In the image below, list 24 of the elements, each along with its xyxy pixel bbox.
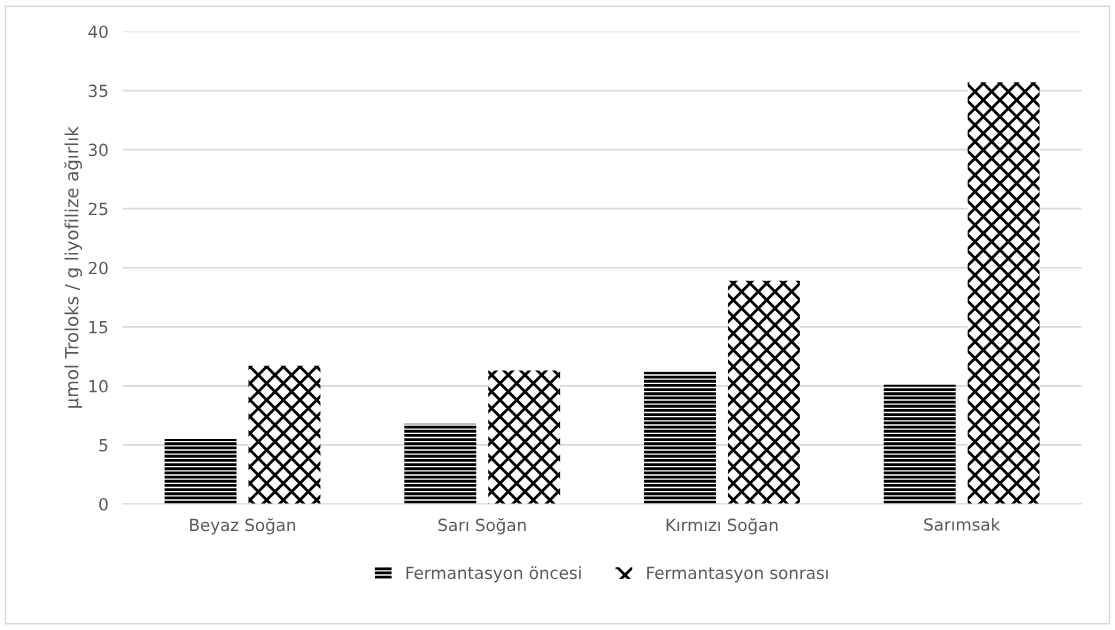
y-axis-title: µmol Troloks / g liyofilize ağırlık: [64, 126, 82, 408]
x-tick-label: Kırmızı Soğan: [666, 517, 778, 535]
bar: [727, 280, 800, 504]
x-tick-label: Sarı Soğan: [438, 517, 526, 535]
x-tick-label: Beyaz Soğan: [190, 517, 296, 535]
legend-label: Fermantasyon sonrası: [647, 566, 828, 583]
bar: [644, 371, 716, 504]
bar: [248, 365, 321, 504]
y-tick-label: 30: [88, 143, 108, 157]
y-tick-label: 35: [88, 84, 108, 98]
bar: [488, 370, 561, 504]
y-tick-label: 20: [88, 261, 108, 275]
legend-label: Fermantasyon öncesi: [406, 566, 581, 583]
y-tick-label: 25: [88, 202, 108, 216]
y-tick-label: 10: [89, 379, 108, 393]
y-tick-label: 5: [99, 439, 108, 452]
bar: [967, 82, 1040, 504]
x-tick-label: Sarımsak: [924, 517, 1001, 531]
bar: [164, 439, 237, 504]
bar: [404, 423, 477, 504]
bar: [883, 384, 956, 504]
y-tick-label: 15: [89, 320, 108, 334]
y-tick-label: 40: [88, 25, 108, 39]
y-tick-label: 0: [99, 497, 108, 511]
